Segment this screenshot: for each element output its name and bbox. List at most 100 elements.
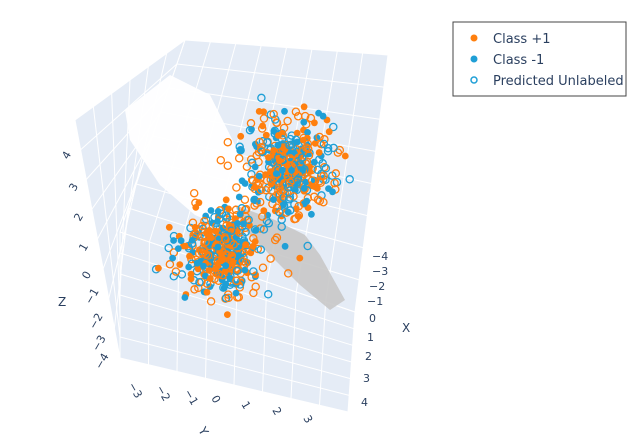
open-orange-point	[234, 154, 244, 163]
class-neg-point	[308, 210, 315, 218]
floor-gridline	[119, 294, 352, 363]
class-neg-point	[300, 118, 308, 126]
legend-box	[452, 21, 627, 97]
open-orange-point	[315, 196, 325, 206]
class-pos-point	[325, 128, 333, 136]
y-tick-label: −3	[125, 380, 144, 401]
class-pos-point	[311, 140, 319, 147]
open-orange-point	[200, 216, 209, 226]
open-orange-point	[197, 221, 207, 231]
open-orange-point	[224, 293, 233, 303]
z-tick-label: 3	[66, 181, 81, 194]
legend-label: Class +1	[493, 32, 551, 47]
predicted-unlabeled-point	[257, 147, 267, 156]
open-orange-point	[283, 269, 293, 278]
x-tick-label: 1	[367, 331, 374, 344]
y-tick-label: 1	[238, 399, 253, 412]
class-neg-point	[280, 201, 287, 209]
class-neg-point	[292, 186, 299, 194]
class-pos-point	[275, 132, 282, 139]
predicted-unlabeled-point	[283, 183, 293, 192]
class-neg-point	[181, 294, 189, 301]
open-orange-point	[246, 155, 256, 164]
class-pos-point	[259, 122, 266, 130]
class-neg-point	[284, 208, 292, 216]
class-pos-point	[237, 132, 245, 140]
class-neg-point	[252, 226, 260, 234]
open-orange-point	[194, 283, 203, 293]
class-neg-point	[272, 170, 280, 178]
class-pos-point	[192, 204, 200, 211]
predicted-unlabeled-point	[257, 93, 266, 103]
open-orange-point	[278, 146, 288, 155]
y-tick-label: −2	[153, 383, 172, 404]
open-orange-point	[189, 188, 199, 198]
class-pos-point	[341, 152, 349, 160]
predicted-unlabeled-point	[233, 241, 243, 251]
open-orange-point	[258, 263, 268, 272]
legend-item-class-pos[interactable]: Class +1	[470, 32, 551, 47]
y-tick-label: 2	[269, 405, 284, 418]
class-neg-point	[278, 166, 286, 174]
predicted-unlabeled-point	[287, 146, 297, 155]
data-points	[151, 93, 354, 318]
x-tick-label: 2	[365, 350, 372, 363]
open-orange-point	[279, 123, 289, 133]
predicted-unlabeled-point	[313, 165, 322, 175]
x-axis-title: X	[402, 321, 410, 335]
open-orange-point	[272, 233, 282, 242]
floor-gridline	[119, 315, 351, 380]
class-neg-point	[250, 196, 258, 204]
open-orange-point	[256, 185, 266, 195]
open-orange-point	[313, 195, 323, 204]
y-tick-label: 0	[208, 393, 223, 406]
class-pos-point	[182, 242, 190, 250]
x-tick-label: −2	[369, 280, 385, 293]
class-neg-point	[252, 140, 259, 148]
class-pos-point	[311, 119, 318, 127]
class-neg-point	[303, 197, 311, 205]
open-orange-point	[226, 224, 235, 233]
x-tick-label: 3	[363, 372, 370, 385]
x-tick-label: −1	[367, 295, 383, 308]
predicted-unlabeled-point	[237, 204, 247, 213]
predicted-unlabeled-point	[187, 259, 197, 268]
legend-marker-open-blue	[470, 76, 478, 84]
open-orange-point	[319, 197, 328, 207]
class-neg-point	[209, 219, 216, 227]
open-orange-point	[315, 132, 324, 142]
y-axis-title: Y	[195, 424, 212, 435]
open-orange-point	[331, 169, 341, 178]
predicted-unlabeled-point	[277, 215, 286, 224]
open-orange-point	[221, 234, 230, 244]
x-tick-label: 4	[361, 396, 368, 409]
class-neg-point	[174, 245, 182, 253]
left-wall-gridline	[113, 207, 129, 329]
open-orange-point	[248, 176, 258, 185]
open-orange-point	[231, 205, 241, 215]
class-pos-point	[225, 205, 232, 213]
open-orange-point	[216, 155, 226, 165]
floor-gridline	[119, 357, 349, 413]
predicted-unlabeled-point	[247, 158, 257, 168]
legend-item-predicted-unlabeled[interactable]: Predicted Unlabeled	[470, 74, 624, 89]
class-neg-point	[274, 141, 282, 149]
predicted-unlabeled-point	[345, 175, 354, 184]
class-pos-point	[267, 168, 274, 176]
class-neg-point	[255, 172, 263, 180]
predicted-unlabeled-point	[247, 170, 256, 179]
y-tick-label: −1	[181, 387, 200, 408]
back-wall-gridline	[176, 63, 384, 88]
predicted-unlabeled-point	[291, 135, 301, 144]
legend: Class +1 Class -1 Predicted Unlabeled	[452, 21, 627, 97]
class-neg-point	[235, 252, 243, 259]
open-orange-point	[270, 235, 280, 245]
legend-item-class-neg[interactable]: Class -1	[470, 53, 545, 68]
predicted-unlabeled-point	[284, 195, 294, 204]
class-pos-point	[296, 254, 304, 262]
class-neg-point	[169, 254, 177, 262]
class-neg-point	[214, 243, 222, 251]
predicted-unlabeled-point	[264, 218, 274, 228]
